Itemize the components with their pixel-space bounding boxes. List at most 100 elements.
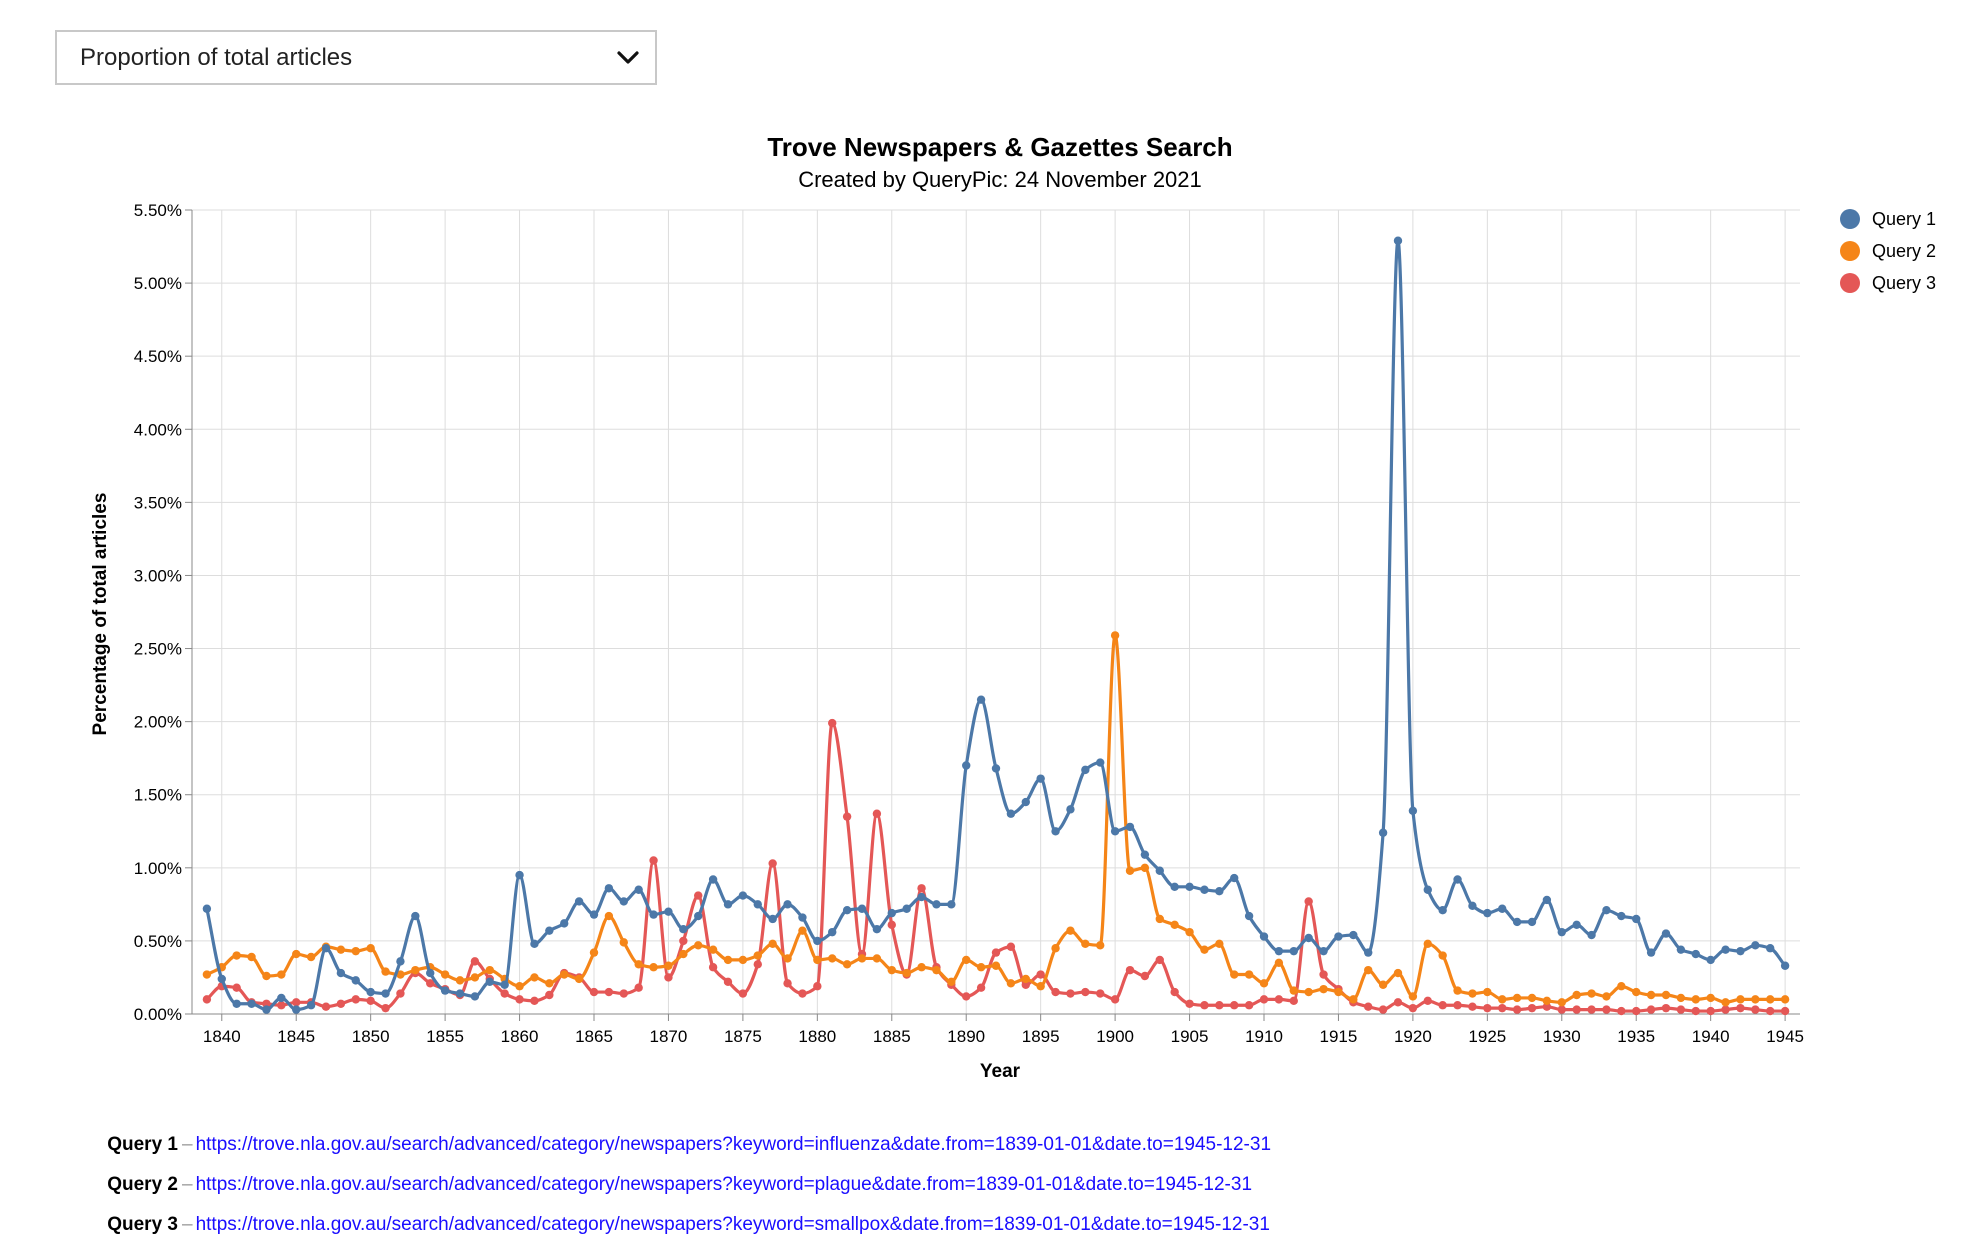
data-point <box>1319 970 1328 979</box>
data-point <box>872 925 882 934</box>
data-point <box>694 891 703 900</box>
x-tick-label: 1905 <box>1171 1027 1209 1046</box>
data-point <box>247 952 256 962</box>
data-point <box>1632 1006 1641 1016</box>
data-point <box>1304 987 1313 997</box>
data-point <box>1155 914 1164 924</box>
data-point <box>1200 1001 1209 1010</box>
data-point <box>1349 930 1358 940</box>
data-point <box>1602 906 1611 915</box>
data-point <box>1110 995 1120 1004</box>
data-point <box>262 999 271 1008</box>
query-link[interactable]: https://trove.nla.gov.au/search/advanced… <box>195 1174 1253 1195</box>
query-link[interactable]: https://trove.nla.gov.au/search/advanced… <box>195 1134 1272 1155</box>
data-point <box>202 995 212 1004</box>
data-point <box>991 764 1001 773</box>
data-point <box>366 987 375 997</box>
data-point <box>1319 946 1328 956</box>
data-point <box>1364 948 1373 957</box>
data-point <box>381 967 390 976</box>
data-point <box>515 870 524 880</box>
x-tick-label: 1890 <box>947 1027 985 1046</box>
data-point <box>976 983 986 992</box>
x-tick-label: 1865 <box>575 1027 613 1046</box>
data-point <box>813 982 822 991</box>
data-point <box>277 993 286 1003</box>
x-tick-label: 1940 <box>1692 1027 1730 1046</box>
data-point <box>962 761 971 770</box>
data-point <box>947 977 956 987</box>
series-3 <box>202 718 1790 1016</box>
data-point <box>1512 917 1522 927</box>
data-point <box>426 979 435 988</box>
data-point <box>1661 929 1671 938</box>
data-point <box>470 957 480 966</box>
legend-label: Query 2 <box>1872 241 1936 261</box>
data-point <box>1498 904 1507 913</box>
data-point <box>515 982 524 991</box>
data-point <box>366 944 375 953</box>
x-tick-label: 1925 <box>1468 1027 1506 1046</box>
data-point <box>1527 993 1537 1003</box>
data-point <box>1006 979 1016 988</box>
data-point <box>1051 944 1060 953</box>
data-point <box>634 885 643 894</box>
data-point <box>783 979 792 988</box>
data-point <box>1572 1005 1581 1014</box>
data-point <box>962 992 971 1001</box>
data-point <box>1721 998 1730 1007</box>
data-point <box>1661 1003 1671 1013</box>
data-point <box>619 938 628 947</box>
data-point <box>1274 958 1284 968</box>
y-axis-label: Percentage of total articles <box>90 493 111 736</box>
data-point <box>783 954 792 963</box>
chart-title: Trove Newspapers & Gazettes Search <box>767 132 1232 162</box>
data-point <box>1066 926 1075 935</box>
data-point <box>1691 995 1700 1004</box>
query-label: Query 2 <box>107 1174 178 1195</box>
x-tick-label: 1845 <box>277 1027 315 1046</box>
data-point <box>1483 908 1492 918</box>
data-point <box>1646 990 1656 1000</box>
x-tick-label: 1910 <box>1245 1027 1283 1046</box>
data-point <box>1468 989 1477 998</box>
data-point <box>292 1005 301 1014</box>
data-point <box>1691 949 1700 959</box>
data-point <box>1364 965 1373 975</box>
query-link[interactable]: https://trove.nla.gov.au/search/advanced… <box>195 1214 1270 1235</box>
x-tick-label: 1945 <box>1766 1027 1804 1046</box>
data-point <box>1587 989 1596 998</box>
data-point <box>1408 1003 1418 1013</box>
y-tick-label: 4.50% <box>134 347 182 366</box>
data-point <box>1140 863 1150 873</box>
data-point <box>1632 914 1641 924</box>
data-point <box>1557 1005 1566 1014</box>
data-point <box>1468 1002 1477 1011</box>
series-2 <box>202 631 1790 1007</box>
data-point <box>619 989 628 998</box>
data-point <box>1289 986 1298 995</box>
data-point <box>947 900 956 909</box>
data-point <box>336 945 346 954</box>
legend-swatch <box>1840 241 1860 261</box>
data-point <box>366 996 375 1006</box>
data-point <box>1736 995 1745 1004</box>
legend: Query 1 Query 2 Query 3 <box>1840 209 1936 293</box>
measure-select[interactable]: Proportion of total articles <box>55 30 657 85</box>
data-point <box>1066 989 1075 998</box>
data-point <box>842 960 852 969</box>
legend-label: Query 3 <box>1872 273 1936 293</box>
data-point <box>1393 236 1403 245</box>
data-point <box>634 960 643 969</box>
data-point <box>694 911 703 921</box>
data-point <box>828 927 837 937</box>
data-point <box>336 968 346 978</box>
data-point <box>515 995 524 1004</box>
data-point <box>738 955 748 965</box>
data-point <box>1453 875 1462 884</box>
x-axis-label: Year <box>980 1061 1021 1082</box>
data-point <box>321 1002 331 1011</box>
data-point <box>306 952 316 962</box>
data-point <box>202 970 212 979</box>
data-point <box>426 968 435 978</box>
